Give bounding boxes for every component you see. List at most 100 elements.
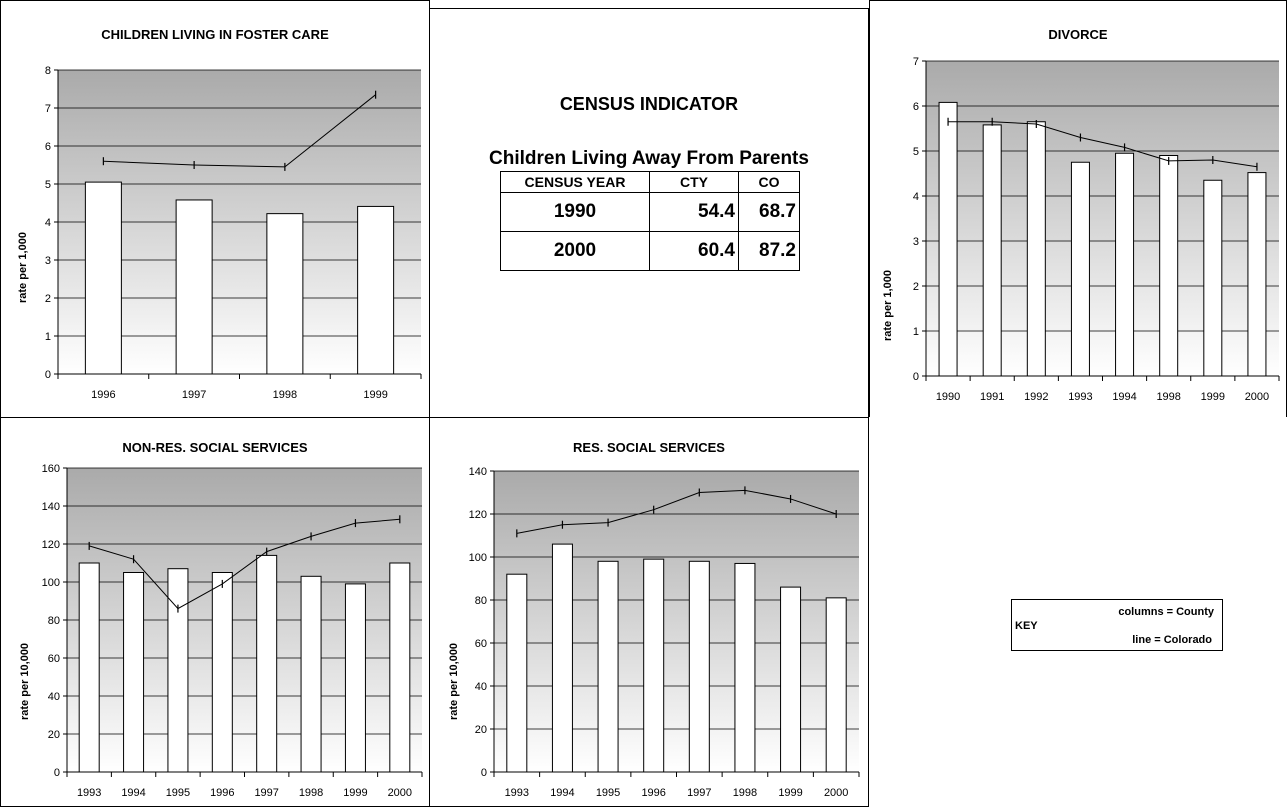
x-tick-label: 1993	[505, 787, 529, 799]
bar-county	[1070, 161, 1090, 377]
x-tick-label: 1999	[1201, 391, 1225, 403]
chart-foster-care: 0 1 2 3 4 5 6 7 8 1996 1997 1998 1999	[45, 65, 422, 401]
bar-county	[357, 205, 395, 375]
y-tick-label: 20	[48, 729, 60, 741]
y-tick-label: 8	[45, 65, 51, 77]
x-tick-label: 1996	[641, 787, 665, 799]
legend-line-colorado: line = Colorado	[1132, 634, 1212, 646]
chart-panel-foster-care: CHILDREN LIVING IN FOSTER CARE rate per …	[0, 0, 430, 418]
y-tick-label: 7	[913, 56, 919, 68]
y-tick-label: 140	[469, 466, 487, 478]
y-tick-label: 6	[45, 141, 51, 153]
x-tick-label: 1999	[343, 787, 367, 799]
y-tick-label: 2	[913, 281, 919, 293]
bar-county	[389, 562, 411, 773]
cell-cty: 60.4	[649, 231, 739, 271]
x-tick-label: 1999	[363, 389, 387, 401]
bar-county	[551, 543, 573, 773]
x-tick-label: 1997	[182, 389, 206, 401]
bar-county	[825, 597, 847, 773]
y-tick-label: 2	[45, 293, 51, 305]
y-tick-label: 4	[913, 191, 919, 203]
census-title: CENSUS INDICATOR	[559, 94, 739, 114]
x-tick-label: 1997	[687, 787, 711, 799]
y-tick-label: 0	[481, 767, 487, 779]
chart-res-social-services: 0 20 40 60 80 100 120 140 1993 1994 1995 1996 1997 19…	[469, 466, 860, 799]
y-tick-label: 160	[42, 463, 60, 475]
bar-county	[123, 572, 145, 773]
x-tick-label: 1995	[596, 787, 620, 799]
x-tick-label: 1992	[1024, 391, 1048, 403]
x-tick-label: 1993	[77, 787, 101, 799]
y-tick-label: 3	[45, 255, 51, 267]
chart-panel-non-res-social-services: NON-RES. SOCIAL SERVICES rate per 10,000…	[0, 417, 430, 807]
header-cty: CTY	[649, 171, 739, 193]
x-tick-label: 1996	[91, 389, 115, 401]
bar-county	[734, 562, 756, 773]
bar-county	[780, 586, 802, 773]
bar-county	[344, 583, 366, 773]
y-tick-label: 120	[469, 509, 487, 521]
bar-county	[1203, 179, 1223, 377]
bar-county	[1115, 152, 1135, 377]
plot-area	[494, 471, 859, 772]
x-tick-label: 1990	[936, 391, 960, 403]
bar-county	[1159, 155, 1179, 377]
x-tick-label: 1994	[1112, 391, 1136, 403]
bar-county	[643, 558, 665, 773]
x-tick-label: 1997	[254, 787, 278, 799]
chart-panel-divorce: DIVORCE rate per 1,000 0 1 2 3 4 5 6 7 1990 1991 1…	[869, 0, 1287, 418]
y-tick-label: 40	[48, 691, 60, 703]
legend-key: columns = County KEY line = Colorado	[1011, 599, 1223, 651]
x-tick-label: 2000	[824, 787, 848, 799]
x-tick-label: 1998	[299, 787, 323, 799]
y-tick-label: 0	[54, 767, 60, 779]
plot-area	[926, 61, 1279, 376]
chart-title: CHILDREN LIVING IN FOSTER CARE	[101, 27, 329, 42]
cell-cty: 54.4	[649, 192, 739, 232]
x-tick-label: 1996	[210, 787, 234, 799]
y-tick-label: 40	[475, 681, 487, 693]
x-tick-label: 2000	[1245, 391, 1269, 403]
y-tick-label: 5	[913, 146, 919, 158]
bar-county	[266, 213, 304, 375]
x-tick-label: 1998	[1156, 391, 1180, 403]
cell-co: 87.2	[738, 231, 800, 271]
bar-county	[211, 572, 233, 773]
x-tick-label: 2000	[388, 787, 412, 799]
key-panel: columns = County KEY line = Colorado	[869, 417, 1287, 807]
y-tick-label: 1	[913, 326, 919, 338]
x-tick-label: 1994	[121, 787, 145, 799]
census-subtitle: Children Living Away From Parents	[489, 148, 809, 169]
y-tick-label: 80	[475, 595, 487, 607]
chart-title: NON-RES. SOCIAL SERVICES	[122, 440, 308, 455]
line-colorado	[89, 518, 400, 610]
bar-county	[938, 101, 958, 377]
bar-county	[78, 562, 100, 773]
x-tick-label: 1993	[1068, 391, 1092, 403]
bar-county	[982, 124, 1002, 377]
bar-county	[175, 199, 213, 375]
chart-title: DIVORCE	[1048, 27, 1108, 42]
y-tick-label: 1	[45, 331, 51, 343]
header-co: CO	[738, 171, 800, 193]
y-tick-label: 20	[475, 724, 487, 736]
y-tick-label: 3	[913, 236, 919, 248]
x-tick-label: 1995	[166, 787, 190, 799]
legend-key-label: KEY	[1015, 620, 1038, 632]
bar-county	[84, 181, 122, 375]
x-tick-label: 1994	[550, 787, 574, 799]
y-tick-label: 60	[475, 638, 487, 650]
y-tick-label: 60	[48, 653, 60, 665]
census-table-row: 1990 54.4 68.7	[500, 192, 800, 232]
bar-county	[167, 568, 189, 773]
line-colorado	[103, 94, 376, 168]
x-tick-label: 1998	[273, 389, 297, 401]
cell-year: 1990	[500, 192, 650, 232]
x-tick-label: 1991	[980, 391, 1004, 403]
y-tick-label: 7	[45, 103, 51, 115]
bar-county	[256, 554, 278, 773]
line-colorado	[948, 121, 1258, 168]
cell-year: 2000	[500, 231, 650, 271]
y-tick-label: 100	[42, 577, 60, 589]
